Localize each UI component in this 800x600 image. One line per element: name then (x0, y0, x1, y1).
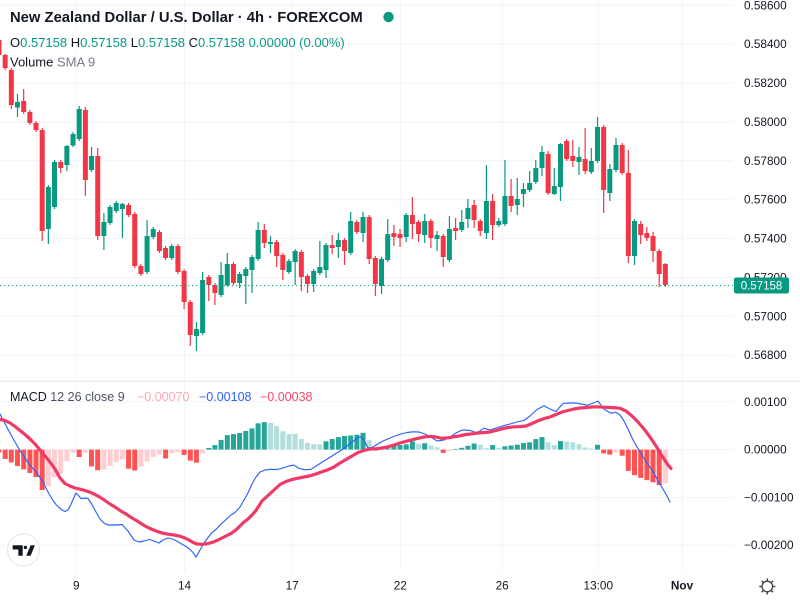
svg-text:−0.00200: −0.00200 (744, 538, 794, 552)
svg-text:0.58200: 0.58200 (744, 76, 787, 90)
svg-text:−0.00108: −0.00108 (199, 390, 252, 404)
svg-text:−0.00100: −0.00100 (744, 490, 794, 504)
svg-text:−0.00038: −0.00038 (260, 390, 313, 404)
svg-text:Volume SMA 9: Volume SMA 9 (10, 55, 95, 70)
svg-text:MACD 12 26 close 9: MACD 12 26 close 9 (10, 390, 125, 404)
svg-text:0.57600: 0.57600 (744, 193, 787, 207)
svg-text:0.58400: 0.58400 (744, 37, 787, 51)
svg-text:Nov: Nov (671, 579, 694, 593)
svg-text:−0.00070: −0.00070 (137, 390, 190, 404)
svg-text:26: 26 (496, 579, 510, 593)
svg-text:14: 14 (178, 579, 192, 593)
svg-text:17: 17 (286, 579, 299, 593)
svg-text:0.57400: 0.57400 (744, 232, 787, 246)
svg-text:0.00000: 0.00000 (744, 443, 787, 457)
svg-text:9: 9 (73, 579, 80, 593)
svg-text:0.00100: 0.00100 (744, 395, 787, 409)
svg-text:New Zealand Dollar / U.S. Doll: New Zealand Dollar / U.S. Dollar · 4h · … (10, 10, 363, 26)
svg-text:0.57000: 0.57000 (744, 309, 787, 323)
svg-text:0.57158: 0.57158 (741, 281, 783, 293)
svg-text:0.58000: 0.58000 (744, 115, 787, 129)
svg-text:0.58600: 0.58600 (744, 0, 787, 12)
svg-text:0.57800: 0.57800 (744, 154, 787, 168)
svg-text:O0.57158 H0.57158 L0.57158 C0.: O0.57158 H0.57158 L0.57158 C0.57158 0.00… (10, 35, 345, 50)
svg-text:13:00: 13:00 (584, 579, 614, 593)
svg-text:0.56800: 0.56800 (744, 348, 787, 362)
svg-text:22: 22 (394, 579, 407, 593)
